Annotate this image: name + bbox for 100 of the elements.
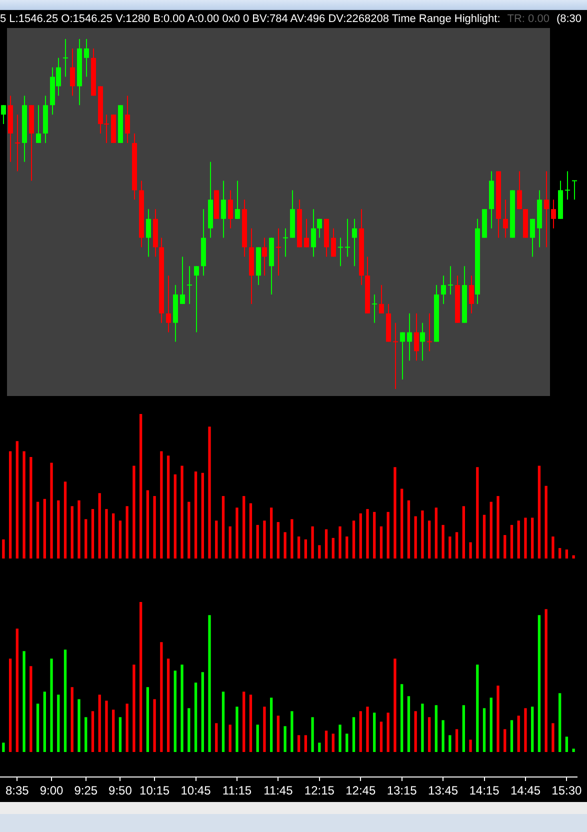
bar <box>228 724 232 752</box>
bar <box>166 658 170 752</box>
bar <box>482 514 486 558</box>
bar <box>208 426 211 558</box>
bar <box>531 518 534 558</box>
bar <box>64 482 67 558</box>
bar <box>524 708 527 752</box>
bar <box>276 522 280 558</box>
bar <box>421 510 424 558</box>
bar <box>476 664 479 752</box>
bar <box>504 535 506 558</box>
x-tick-label: 11:15 <box>222 784 252 798</box>
bar <box>304 735 308 752</box>
text: 5 L:1546.25 O:1546.25 V:1280 B:0.00 A:0.00 0x0 0 BV:784 AV:496 DV:2268208 Time Range Highlight: <box>0 13 500 25</box>
bar <box>263 706 266 752</box>
bar <box>228 526 232 558</box>
bar <box>359 711 362 752</box>
bar <box>434 508 438 558</box>
bar <box>311 717 314 752</box>
bar <box>442 720 444 752</box>
bar <box>208 615 211 752</box>
bar <box>407 500 410 558</box>
bar <box>146 687 150 752</box>
bar <box>394 467 396 558</box>
bar <box>146 490 150 558</box>
bar <box>297 536 300 558</box>
bar <box>263 520 266 558</box>
bar <box>386 712 390 752</box>
bar <box>400 488 404 558</box>
bar <box>346 734 348 752</box>
bar <box>8 451 12 558</box>
bar <box>22 451 26 558</box>
bar <box>373 512 376 558</box>
bar <box>153 699 156 752</box>
candlestick <box>15 114 20 172</box>
bar <box>496 496 500 558</box>
bar <box>284 532 286 558</box>
bar <box>338 724 342 752</box>
bar <box>359 513 362 558</box>
bar <box>215 723 218 752</box>
bar <box>215 520 218 558</box>
bar <box>105 509 108 558</box>
bar <box>428 717 431 752</box>
candlestick <box>187 266 192 304</box>
bar <box>16 441 19 558</box>
bar <box>70 687 74 752</box>
bar <box>531 706 534 752</box>
candlestick <box>276 228 281 276</box>
candlestick <box>448 266 453 294</box>
bar <box>98 694 101 752</box>
bar <box>386 512 390 558</box>
bar <box>558 693 562 752</box>
bar <box>517 520 520 558</box>
bar <box>2 539 5 558</box>
x-tick-label: 10:45 <box>180 784 212 798</box>
bar <box>524 518 527 558</box>
x-tick-label: 12:15 <box>304 784 335 798</box>
candlestick <box>63 39 68 77</box>
bar <box>434 705 438 752</box>
bar <box>284 726 286 752</box>
candlestick <box>338 238 343 266</box>
bar <box>276 716 280 752</box>
bar <box>201 672 204 752</box>
bar <box>407 696 410 752</box>
bar <box>448 536 452 558</box>
bar <box>476 467 479 558</box>
bar <box>78 500 80 558</box>
bar <box>462 705 465 752</box>
text: (8:30 <box>556 13 582 25</box>
bar <box>572 748 575 752</box>
bar <box>139 414 142 558</box>
bar <box>153 496 156 558</box>
bar <box>36 502 40 558</box>
bar <box>421 704 424 752</box>
bar <box>324 730 328 752</box>
bar <box>510 524 514 558</box>
candlestick <box>345 218 350 257</box>
x-tick-label: 9:00 <box>40 784 64 798</box>
bar <box>572 555 575 558</box>
bar <box>70 506 74 558</box>
bar <box>318 545 321 558</box>
bar <box>380 526 383 558</box>
bar <box>414 711 417 752</box>
bar <box>373 712 376 752</box>
bar <box>538 615 541 752</box>
bar <box>78 699 80 752</box>
bar <box>160 642 163 752</box>
bar <box>517 716 520 752</box>
bar <box>332 734 334 752</box>
bar <box>30 457 32 558</box>
bar <box>222 496 225 558</box>
bar <box>91 711 94 752</box>
bar <box>256 724 259 752</box>
bar <box>174 474 176 558</box>
bar <box>222 692 225 752</box>
bar <box>30 666 32 752</box>
x-tick-label: 14:45 <box>510 784 541 798</box>
candlestick <box>283 228 288 257</box>
bar <box>194 682 198 752</box>
x-tick-label: 15:30 <box>552 784 582 798</box>
